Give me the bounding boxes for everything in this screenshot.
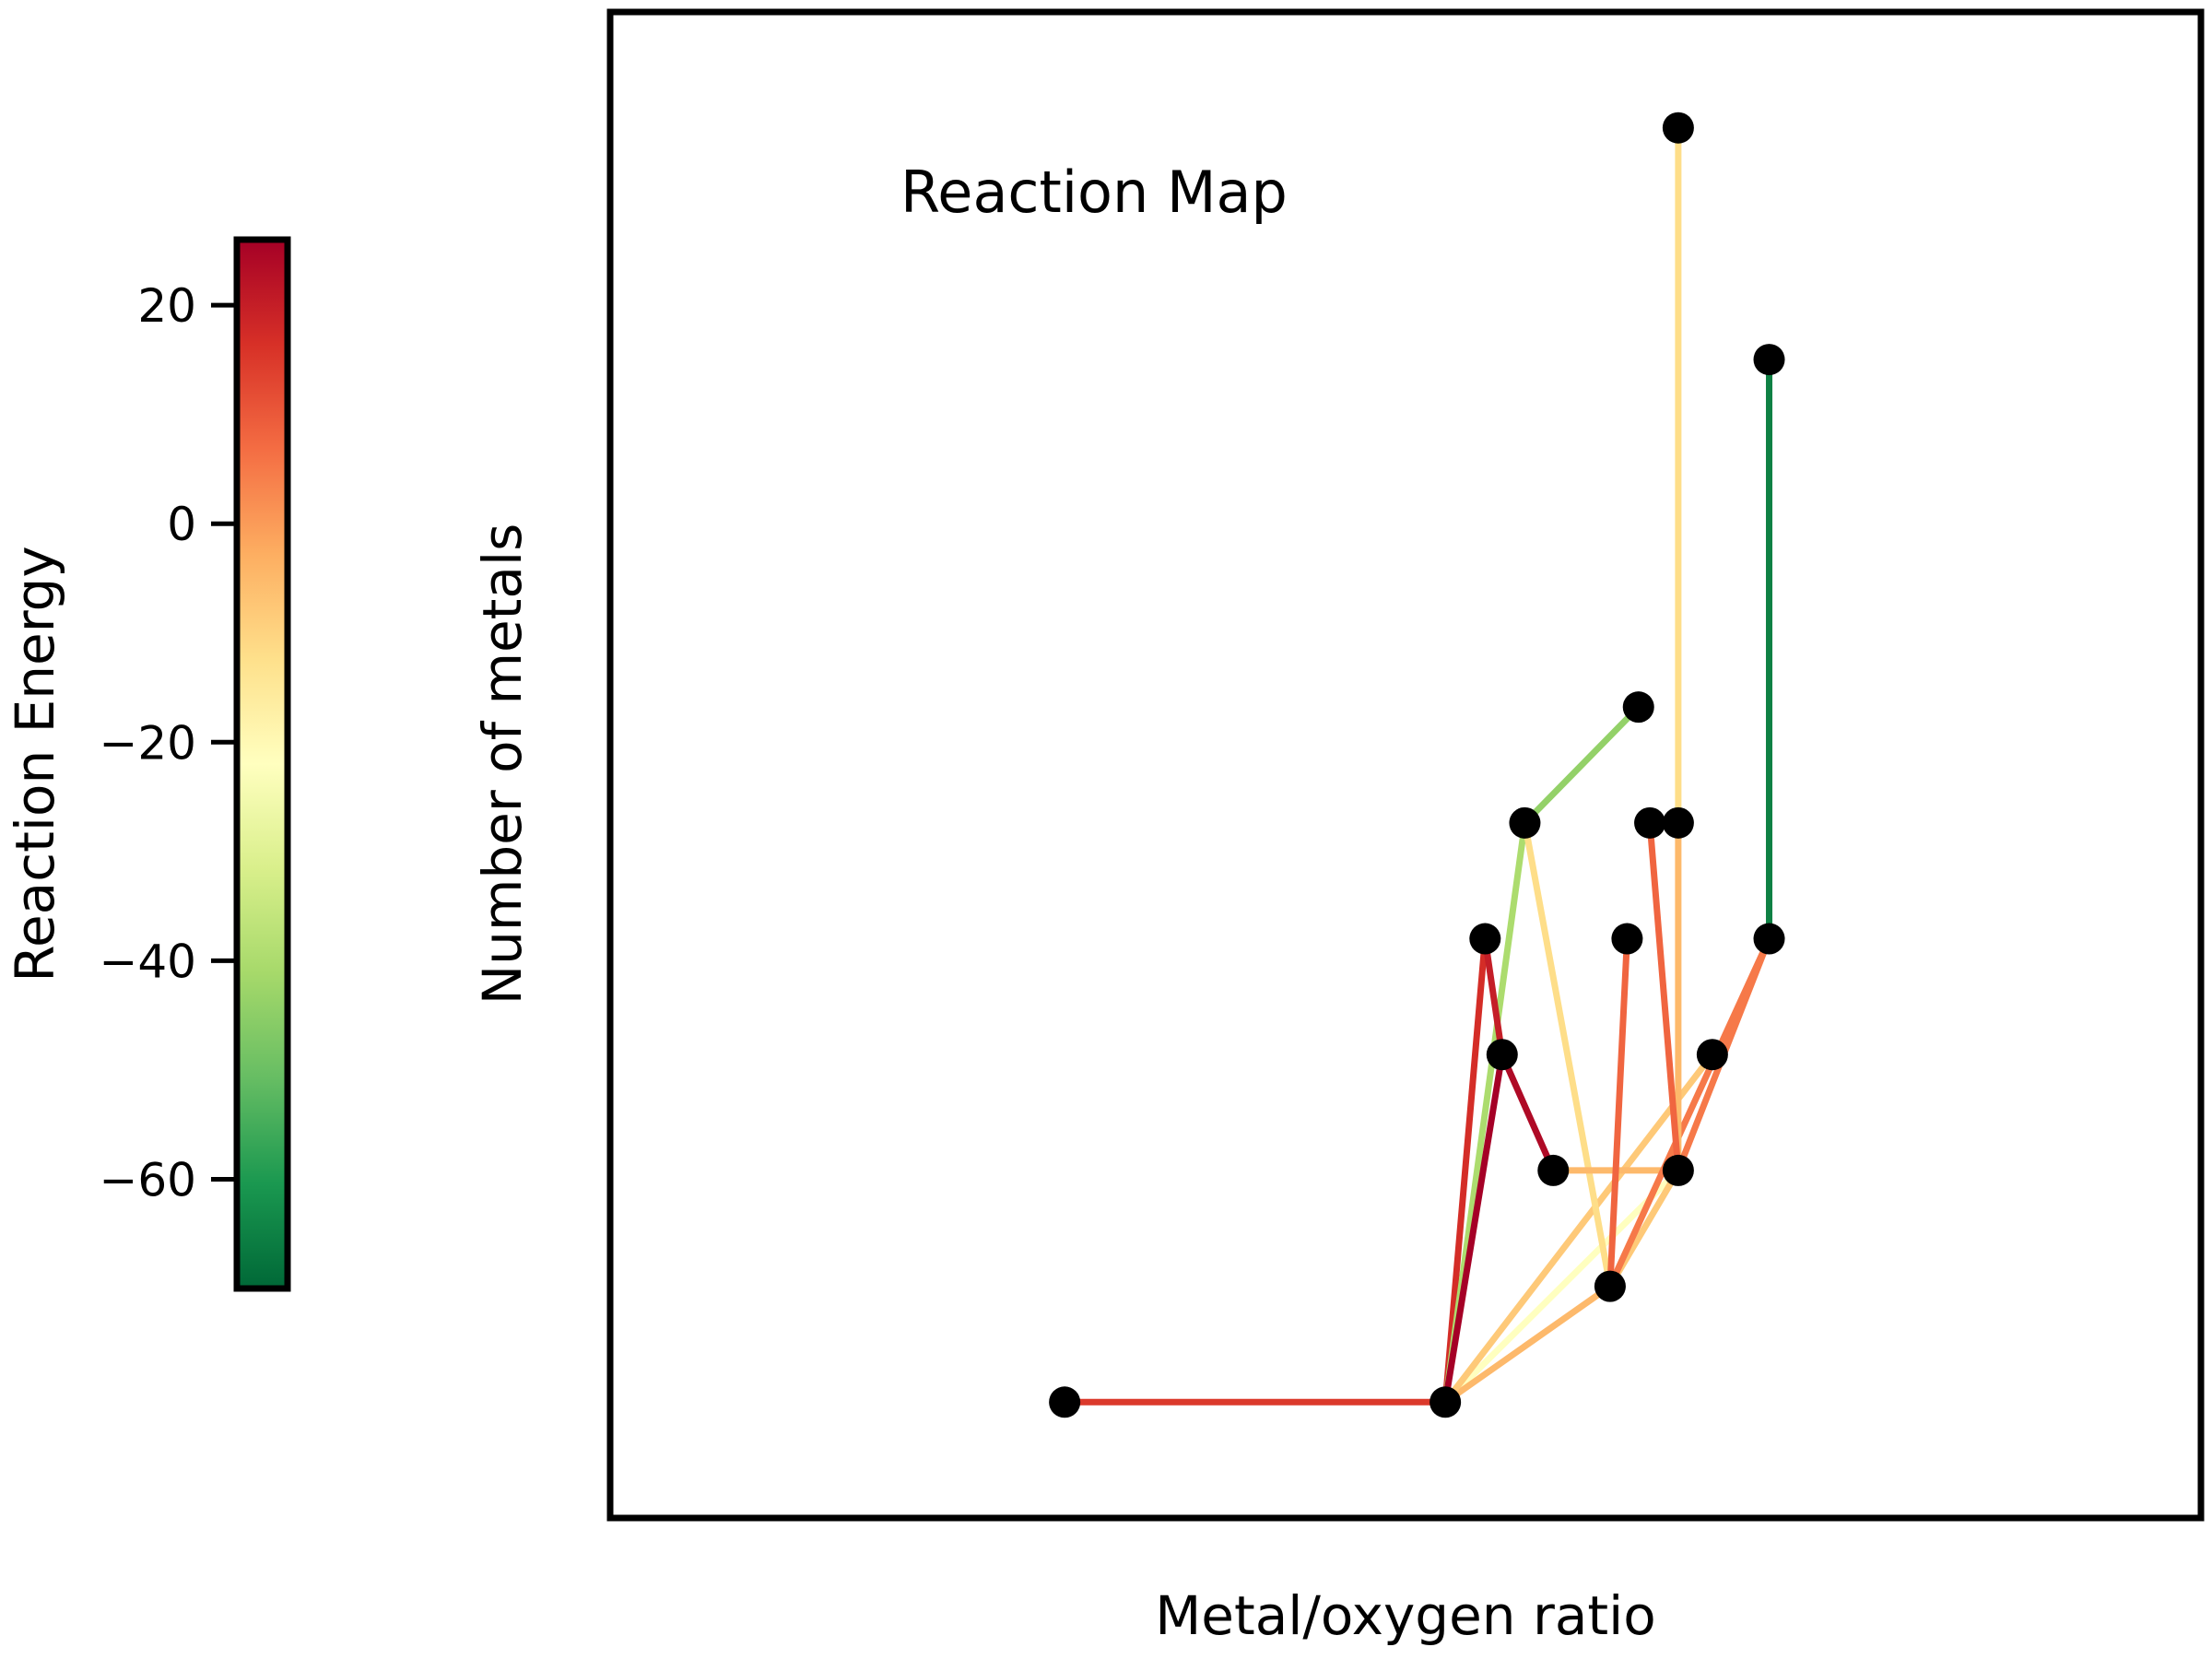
compound-node-n10 [1509, 806, 1541, 839]
colorbar-fill [237, 240, 288, 1288]
compound-node-n12 [1662, 806, 1694, 839]
colorbar-tick-label: −60 [99, 1153, 196, 1206]
plot-title: Reaction Map [900, 159, 1288, 226]
compound-node-n2 [1430, 1386, 1462, 1418]
compound-node-n13 [1594, 1270, 1626, 1302]
compound-node-n6 [1696, 1039, 1728, 1071]
compound-node-n8 [1611, 923, 1643, 955]
node-group [1049, 112, 1785, 1418]
reaction-edge-n13-n8 [1606, 935, 1630, 1290]
reaction-edge-n5-n3 [1499, 1051, 1557, 1174]
colorbar-ticks: 20 0 −20 −40 −60 [99, 279, 237, 1206]
compound-node-n11 [1634, 806, 1666, 839]
colorbar-tick-label: 20 [137, 279, 196, 333]
reaction-edge-n7-n5 [1481, 935, 1506, 1058]
compound-node-n3 [1537, 1154, 1570, 1186]
main-axes: Reaction Map Metal/oxygen ratio Number o… [471, 8, 2205, 1647]
compound-node-n14 [1622, 691, 1654, 724]
reaction-edge-n4-n11 [1646, 819, 1682, 1174]
edge-group [1061, 124, 1773, 1406]
compound-node-n7 [1469, 923, 1501, 955]
colorbar-frame [233, 236, 291, 1292]
reaction-edge-n2-n4 [1441, 1167, 1682, 1406]
compound-node-n9 [1753, 923, 1785, 955]
x-axis-title: Metal/oxygen ratio [1155, 1584, 1655, 1647]
compound-node-n15 [1662, 112, 1694, 144]
reaction-edge-n2-n13 [1441, 1283, 1614, 1406]
reaction-edge-n2-n5 [1441, 1051, 1506, 1406]
colorbar-label: Reaction Energy [4, 546, 66, 982]
y-axis-title: Number of metals [471, 524, 534, 1006]
compound-node-n16 [1753, 344, 1785, 376]
compound-node-n4 [1662, 1154, 1694, 1186]
reaction-edge-n2-n6 [1441, 1051, 1716, 1406]
compound-node-n1 [1049, 1386, 1081, 1418]
compound-node-n5 [1486, 1039, 1518, 1071]
colorbar-tick-label: −20 [99, 716, 196, 770]
reaction-edge-n10-n13 [1521, 819, 1614, 1290]
colorbar: 20 0 −20 −40 −60 Reaction Energy [4, 236, 291, 1292]
reaction-edge-n2-n7 [1441, 935, 1488, 1406]
reaction-edge-n10-n14 [1521, 703, 1642, 827]
reaction-edge-n13-n9 [1606, 935, 1773, 1290]
plot-area-frame [606, 8, 2205, 1522]
colorbar-tick-label: 0 [167, 498, 196, 551]
colorbar-tick-label: −40 [99, 935, 196, 988]
